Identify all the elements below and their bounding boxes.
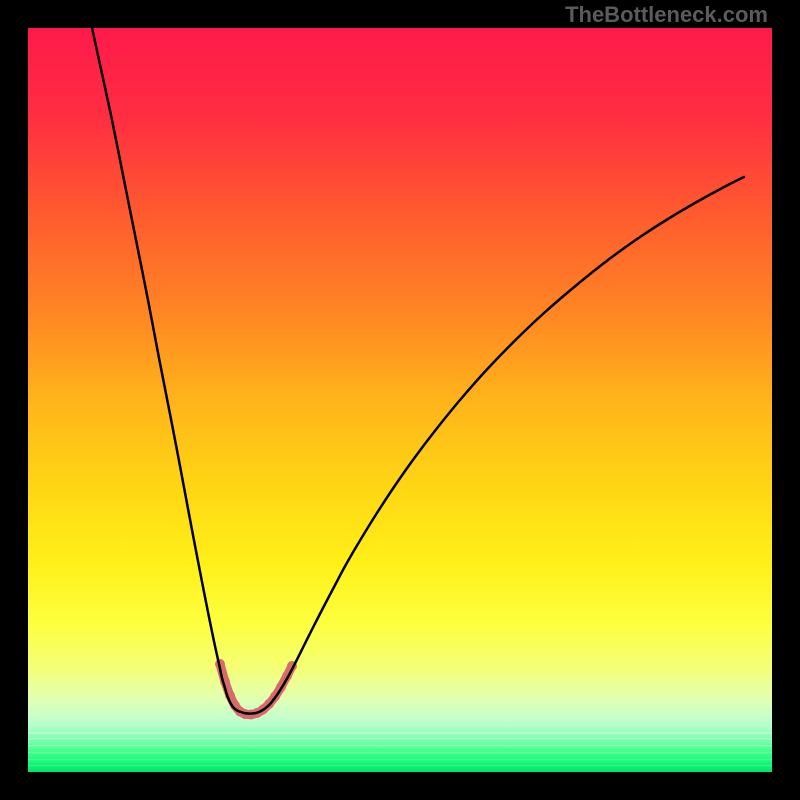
curve-layer	[0, 0, 800, 800]
figure-root: TheBottleneck.com	[0, 0, 800, 800]
bottleneck-curve	[86, 0, 744, 714]
watermark-text: TheBottleneck.com	[565, 2, 768, 28]
